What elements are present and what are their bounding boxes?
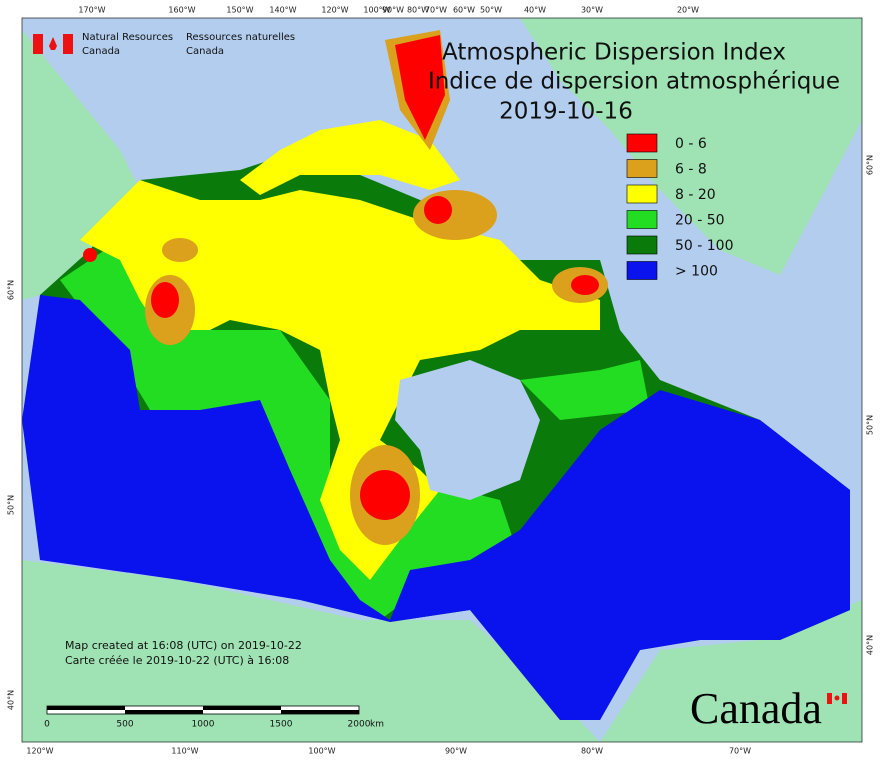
hudson-bay — [395, 360, 540, 500]
graticule-label: 60°N — [7, 280, 16, 300]
credit: Carte créée le 2019-10-22 (UTC) à 16:08 — [65, 654, 289, 667]
legend: 0 - 6 6 - 8 8 - 20 20 - 50 50 - 100 > 100 — [626, 133, 734, 280]
scale-segment — [281, 710, 359, 714]
scale-segment — [125, 710, 203, 714]
title: Atmospheric Dispersion Index — [442, 40, 786, 66]
flag-band — [827, 693, 832, 704]
red-patch — [151, 282, 179, 318]
scale-label: 500 — [116, 720, 133, 730]
flag-band — [842, 693, 847, 704]
scale-unit: km — [370, 720, 384, 730]
graticule-label: 90°W — [382, 6, 404, 15]
legend-label: 8 - 20 — [675, 187, 716, 203]
title: Indice de dispersion atmosphérique — [428, 69, 840, 95]
legend-label: 6 - 8 — [675, 162, 707, 178]
blue-zone — [22, 295, 850, 720]
scale-label: 1500 — [270, 720, 293, 730]
legend-swatch — [626, 210, 658, 229]
legend-label: 20 - 50 — [675, 213, 725, 229]
graticule-label: 80°W — [407, 6, 429, 15]
frame — [21, 17, 863, 743]
graticule-label: 170°W — [78, 6, 105, 15]
graticule-label: 30°W — [581, 6, 603, 15]
scale-label: 1000 — [192, 720, 215, 730]
maple-leaf — [49, 37, 57, 50]
org-name: Canada — [82, 46, 120, 57]
graticule-label: 140°W — [269, 6, 296, 15]
scale-segment — [203, 706, 281, 710]
usa — [22, 560, 600, 742]
legend-swatch — [626, 235, 658, 255]
legend-swatch — [626, 184, 658, 204]
graticule-label: 80°W — [581, 747, 603, 756]
graticule-label: 50°N — [866, 415, 875, 435]
graticule-label: 70°W — [425, 6, 447, 15]
graticule-label: 40°N — [7, 690, 16, 710]
org-name: Canada — [186, 46, 224, 57]
org-name: Ressources naturelles — [186, 32, 295, 43]
red-patch — [83, 248, 97, 262]
flag-band — [63, 34, 73, 54]
wordmark-flag — [827, 693, 847, 704]
credit: Map created at 16:08 (UTC) on 2019-10-22 — [65, 639, 302, 652]
legend-label: 0 - 6 — [675, 136, 707, 152]
flag-logo — [33, 34, 73, 54]
graticule-label: 70°W — [729, 747, 751, 756]
graticule-label: 40°W — [524, 6, 546, 15]
scale-label: 2000 — [348, 720, 371, 730]
graticule-label: 160°W — [168, 6, 195, 15]
orange-patch — [162, 238, 198, 262]
usa-east — [600, 600, 862, 742]
scale-segment — [47, 706, 125, 710]
red-patch — [571, 275, 599, 295]
graticule-label: 60°W — [453, 6, 475, 15]
yellow-zone — [80, 180, 600, 580]
arctic-islands — [240, 120, 460, 195]
graticule-label: 50°N — [7, 495, 16, 515]
graticule-label: 120°W — [26, 747, 53, 756]
legend-swatch — [626, 133, 658, 153]
legend-label: > 100 — [675, 264, 718, 280]
legend-swatch — [626, 261, 658, 280]
date: 2019-10-16 — [499, 99, 633, 125]
graticule-label: 50°W — [480, 6, 502, 15]
graticule-label: 150°W — [226, 6, 253, 15]
alaska — [22, 30, 140, 300]
graticule-label: 120°W — [321, 6, 348, 15]
graticule-label: 100°W — [308, 747, 335, 756]
red-patch — [424, 196, 452, 224]
legend-swatch — [626, 159, 658, 178]
maple-leaf — [834, 695, 840, 701]
wordmark: Canada — [690, 684, 822, 733]
green-zone-east — [520, 360, 650, 420]
org-name: Natural Resources — [82, 32, 173, 43]
graticule-label: 100°W — [363, 6, 390, 15]
graticule-label: 90°W — [445, 747, 467, 756]
graticule-label: 60°N — [866, 155, 875, 175]
graticule-label: 20°W — [677, 6, 699, 15]
graticule-label: 110°W — [171, 747, 198, 756]
graticule-label: 40°N — [866, 635, 875, 655]
legend-label: 50 - 100 — [675, 238, 734, 254]
flag-band — [33, 34, 43, 54]
scale-bar: 0 500 1000 1500 2000 km — [44, 705, 384, 730]
red-patch — [360, 470, 410, 520]
scale-label: 0 — [44, 720, 50, 730]
greenland — [520, 18, 862, 275]
red-patch — [395, 35, 445, 140]
